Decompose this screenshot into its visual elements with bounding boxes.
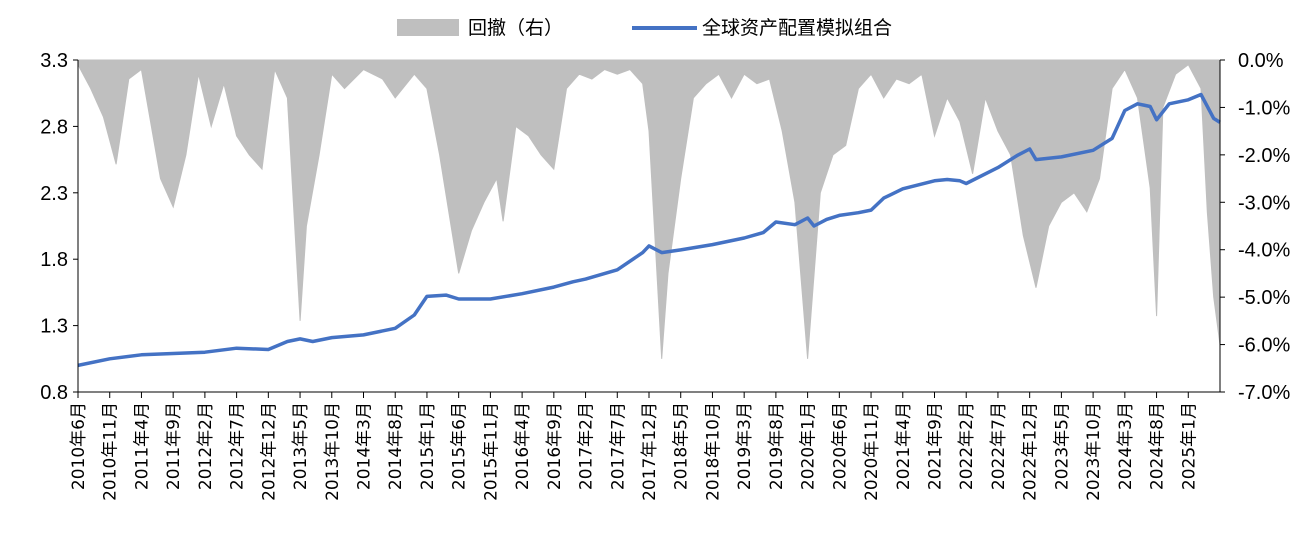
right-tick-label: -3.0% [1238, 192, 1290, 214]
x-tick-label: 2019年8月 [767, 402, 787, 490]
right-tick-label: 0.0% [1238, 50, 1284, 72]
left-tick-label: 2.3 [40, 183, 68, 205]
x-tick-label: 2017年12月 [640, 402, 660, 501]
legend-swatch-drawdown [397, 19, 459, 36]
legend-label-drawdown: 回撤（右） [468, 17, 563, 39]
x-tick-label: 2020年6月 [830, 402, 850, 490]
legend: 回撤（右） 全球资产配置模拟组合 [397, 17, 892, 39]
x-tick-label: 2016年4月 [513, 402, 533, 490]
x-tick-label: 2011年9月 [164, 402, 184, 490]
x-tick-label: 2014年8月 [386, 402, 406, 490]
right-tick-label: -1.0% [1238, 97, 1290, 119]
x-tick-label: 2020年1月 [799, 402, 819, 490]
x-tick-label: 2021年4月 [894, 402, 914, 490]
drawdown-area [77, 59, 1221, 359]
x-tick-label: 2018年10月 [703, 402, 723, 501]
x-tick-label: 2022年12月 [1021, 402, 1041, 501]
left-axis: 3.3 2.8 2.3 1.8 1.3 0.8 [40, 50, 79, 404]
portfolio-line [77, 92, 1221, 368]
x-tick-label: 2025年1月 [1179, 402, 1199, 490]
x-tick-label: 2023年10月 [1084, 402, 1104, 501]
x-tick-label: 2022年2月 [957, 402, 977, 490]
x-tick-label: 2018年5月 [672, 402, 692, 490]
right-tick-label: -2.0% [1238, 145, 1290, 167]
left-tick-label: 1.8 [40, 249, 68, 271]
x-tick-label: 2015年11月 [481, 402, 501, 501]
left-tick-label: 2.8 [40, 116, 68, 138]
x-tick-label: 2014年3月 [355, 402, 375, 490]
x-tick-label: 2012年7月 [228, 402, 248, 490]
x-tick-label: 2023年5月 [1052, 402, 1072, 490]
x-tick-label: 2017年7月 [608, 402, 628, 490]
right-axis: 0.0% -1.0% -2.0% -3.0% -4.0% -5.0% -6.0% -7.0% [1219, 50, 1290, 404]
x-tick-label: 2010年6月 [69, 402, 89, 490]
x-axis: 2010年6月 2010年11月 2011年4月 2011年9月 2012年2月 2012… [69, 391, 1220, 501]
right-tick-label: -6.0% [1238, 335, 1290, 357]
x-tick-label: 2024年3月 [1116, 402, 1136, 490]
left-tick-label: 3.3 [40, 50, 68, 72]
x-tick-label: 2011年4月 [132, 402, 152, 490]
x-tick-label: 2019年3月 [735, 402, 755, 490]
legend-label-portfolio: 全球资产配置模拟组合 [702, 17, 892, 39]
x-tick-label: 2015年6月 [450, 402, 470, 490]
x-tick-label: 2010年11月 [101, 402, 121, 501]
x-tick-label: 2015年1月 [418, 402, 438, 490]
x-tick-label: 2012年2月 [196, 402, 216, 490]
x-tick-label: 2021年9月 [926, 402, 946, 490]
x-tick-label: 2013年5月 [291, 402, 311, 490]
right-tick-label: -4.0% [1238, 240, 1290, 262]
x-tick-label: 2012年12月 [259, 402, 279, 501]
left-tick-label: 1.3 [40, 316, 68, 338]
drawdown-area-layer [77, 59, 1221, 359]
right-tick-label: -5.0% [1238, 287, 1290, 309]
x-tick-label: 2016年9月 [545, 402, 565, 490]
x-tick-label: 2013年10月 [323, 402, 343, 501]
portfolio-line-layer [77, 92, 1221, 368]
x-tick-label: 2022年7月 [989, 402, 1009, 490]
right-tick-label: -7.0% [1238, 382, 1290, 404]
x-tick-label: 2024年8月 [1148, 402, 1168, 490]
x-tick-label: 2017年2月 [577, 402, 597, 490]
left-tick-label: 0.8 [40, 382, 68, 404]
x-tick-label: 2020年11月 [862, 402, 882, 501]
